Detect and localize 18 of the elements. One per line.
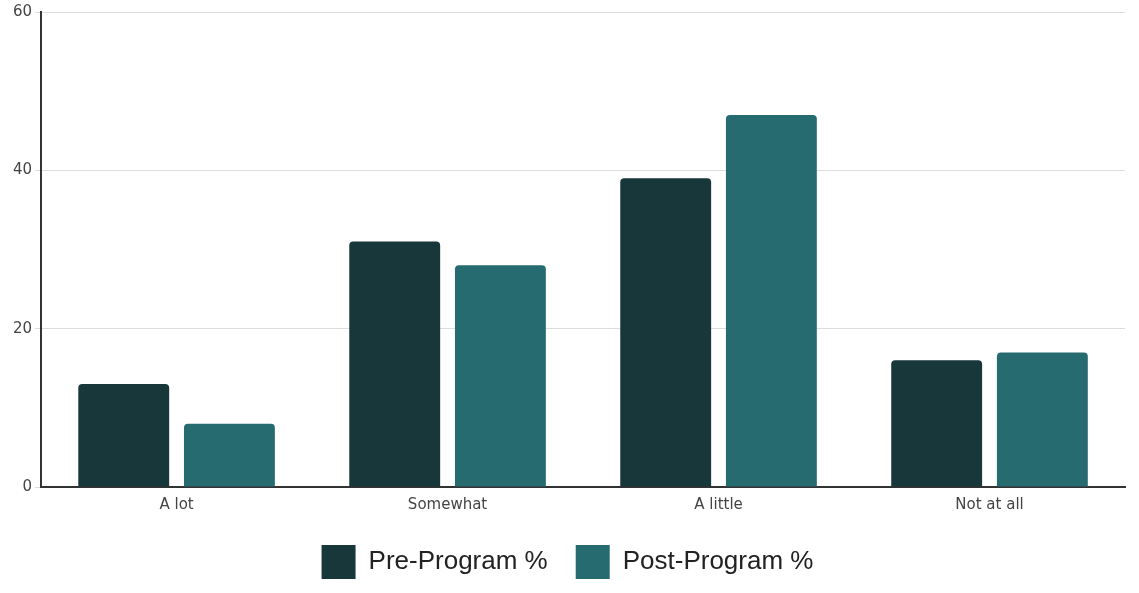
bar (454, 265, 546, 487)
bar (78, 384, 170, 487)
bar (620, 178, 712, 487)
x-tick-label: Not at all (955, 494, 1024, 513)
legend-label: Pre-Program % (368, 545, 548, 576)
bar (183, 423, 275, 487)
y-tick-label: 60 (12, 1, 33, 20)
bar (996, 352, 1088, 487)
legend-label: Post-Program % (622, 545, 814, 576)
x-tick-label: A little (694, 494, 743, 513)
x-tick-label: Somewhat (407, 494, 488, 513)
bar (891, 360, 983, 487)
y-tick-label: 20 (12, 318, 33, 337)
x-tick-label: A lot (159, 494, 194, 513)
y-tick-label: 40 (12, 160, 33, 179)
bar (349, 241, 441, 487)
bar (725, 114, 817, 487)
y-tick-label: 0 (22, 476, 33, 495)
